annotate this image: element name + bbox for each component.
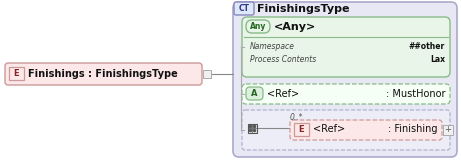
Bar xyxy=(203,70,211,78)
Bar xyxy=(294,123,309,136)
Text: Any: Any xyxy=(250,22,266,31)
Text: <Any>: <Any> xyxy=(274,21,316,32)
Text: CT: CT xyxy=(238,4,249,13)
Text: Lax: Lax xyxy=(430,55,445,64)
FancyBboxPatch shape xyxy=(242,84,450,104)
Text: A: A xyxy=(251,89,258,98)
Bar xyxy=(248,124,257,133)
FancyBboxPatch shape xyxy=(5,63,202,85)
Text: Process Contents: Process Contents xyxy=(250,55,316,64)
Bar xyxy=(443,125,453,135)
Text: Finishings : FinishingsType: Finishings : FinishingsType xyxy=(28,68,178,79)
Text: +: + xyxy=(444,125,451,135)
FancyBboxPatch shape xyxy=(290,120,442,140)
Text: Namespace: Namespace xyxy=(250,41,295,51)
FancyBboxPatch shape xyxy=(246,20,270,33)
Text: 0..*: 0..* xyxy=(290,113,303,122)
FancyBboxPatch shape xyxy=(246,87,263,100)
Text: FinishingsType: FinishingsType xyxy=(257,4,349,13)
FancyBboxPatch shape xyxy=(233,2,457,157)
Text: E: E xyxy=(299,125,304,134)
Text: : MustHonor: : MustHonor xyxy=(385,88,445,99)
Text: <Ref>: <Ref> xyxy=(267,88,299,99)
Bar xyxy=(9,67,24,80)
Text: <Ref>: <Ref> xyxy=(313,124,345,135)
FancyBboxPatch shape xyxy=(242,17,450,77)
Text: : Finishing: : Finishing xyxy=(388,124,437,135)
Text: ##other: ##other xyxy=(409,41,445,51)
Text: E: E xyxy=(14,69,19,78)
FancyBboxPatch shape xyxy=(234,2,254,15)
FancyBboxPatch shape xyxy=(242,110,450,150)
